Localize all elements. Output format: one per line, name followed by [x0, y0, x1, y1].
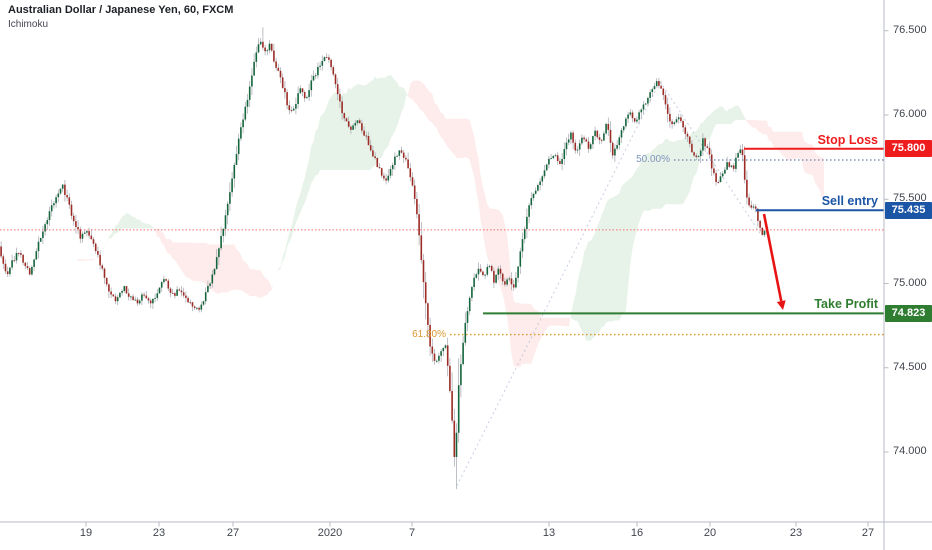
price-axis-label: 76.500	[893, 23, 927, 36]
price-axis-label: 76.000	[893, 108, 927, 120]
time-axis-label: 13	[542, 527, 556, 539]
candlestick-series	[0, 27, 768, 490]
fib-50-label[interactable]: 50.00%	[636, 153, 670, 165]
symbol-title[interactable]: Australian Dollar / Japanese Yen, 60, FX…	[8, 4, 234, 16]
time-axis-label: 27	[861, 527, 875, 539]
time-axis-label: 23	[789, 527, 803, 539]
price-axis-label: 75.500	[893, 192, 927, 205]
time-axis-label: 27	[226, 527, 240, 539]
price-axis-label: 74.500	[893, 360, 927, 373]
time-axis-label: 16	[630, 527, 644, 539]
take-profit-price-badge: 74.823	[885, 304, 932, 322]
sell-entry-label[interactable]: Sell entry	[821, 194, 878, 209]
price-axis-label: 75.000	[893, 276, 927, 289]
take-profit-label[interactable]: Take Profit	[814, 297, 878, 312]
sell-direction-arrow[interactable]	[762, 213, 786, 310]
time-axis-label: 19	[79, 527, 93, 539]
ichimoku-cloud	[60, 74, 824, 368]
fib-retracement-diagonal-2[interactable]	[659, 81, 763, 237]
stop-loss-label[interactable]: Stop Loss	[817, 132, 878, 147]
sell-entry-price-badge: 75.435	[885, 201, 932, 219]
time-axis-label: 20	[703, 527, 717, 539]
indicator-legend-ichimoku[interactable]: Ichimoku	[8, 19, 49, 30]
time-axis-label: 2020	[317, 527, 343, 539]
fib-618-label[interactable]: 61.80%	[412, 328, 446, 340]
stop-loss-price-badge: 75.800	[885, 140, 932, 158]
time-axis-label: 7	[408, 527, 416, 539]
fib-retracement-diagonal-1[interactable]	[456, 81, 661, 486]
time-axis-label: 23	[152, 527, 166, 539]
price-axis-label: 74.000	[893, 445, 927, 457]
